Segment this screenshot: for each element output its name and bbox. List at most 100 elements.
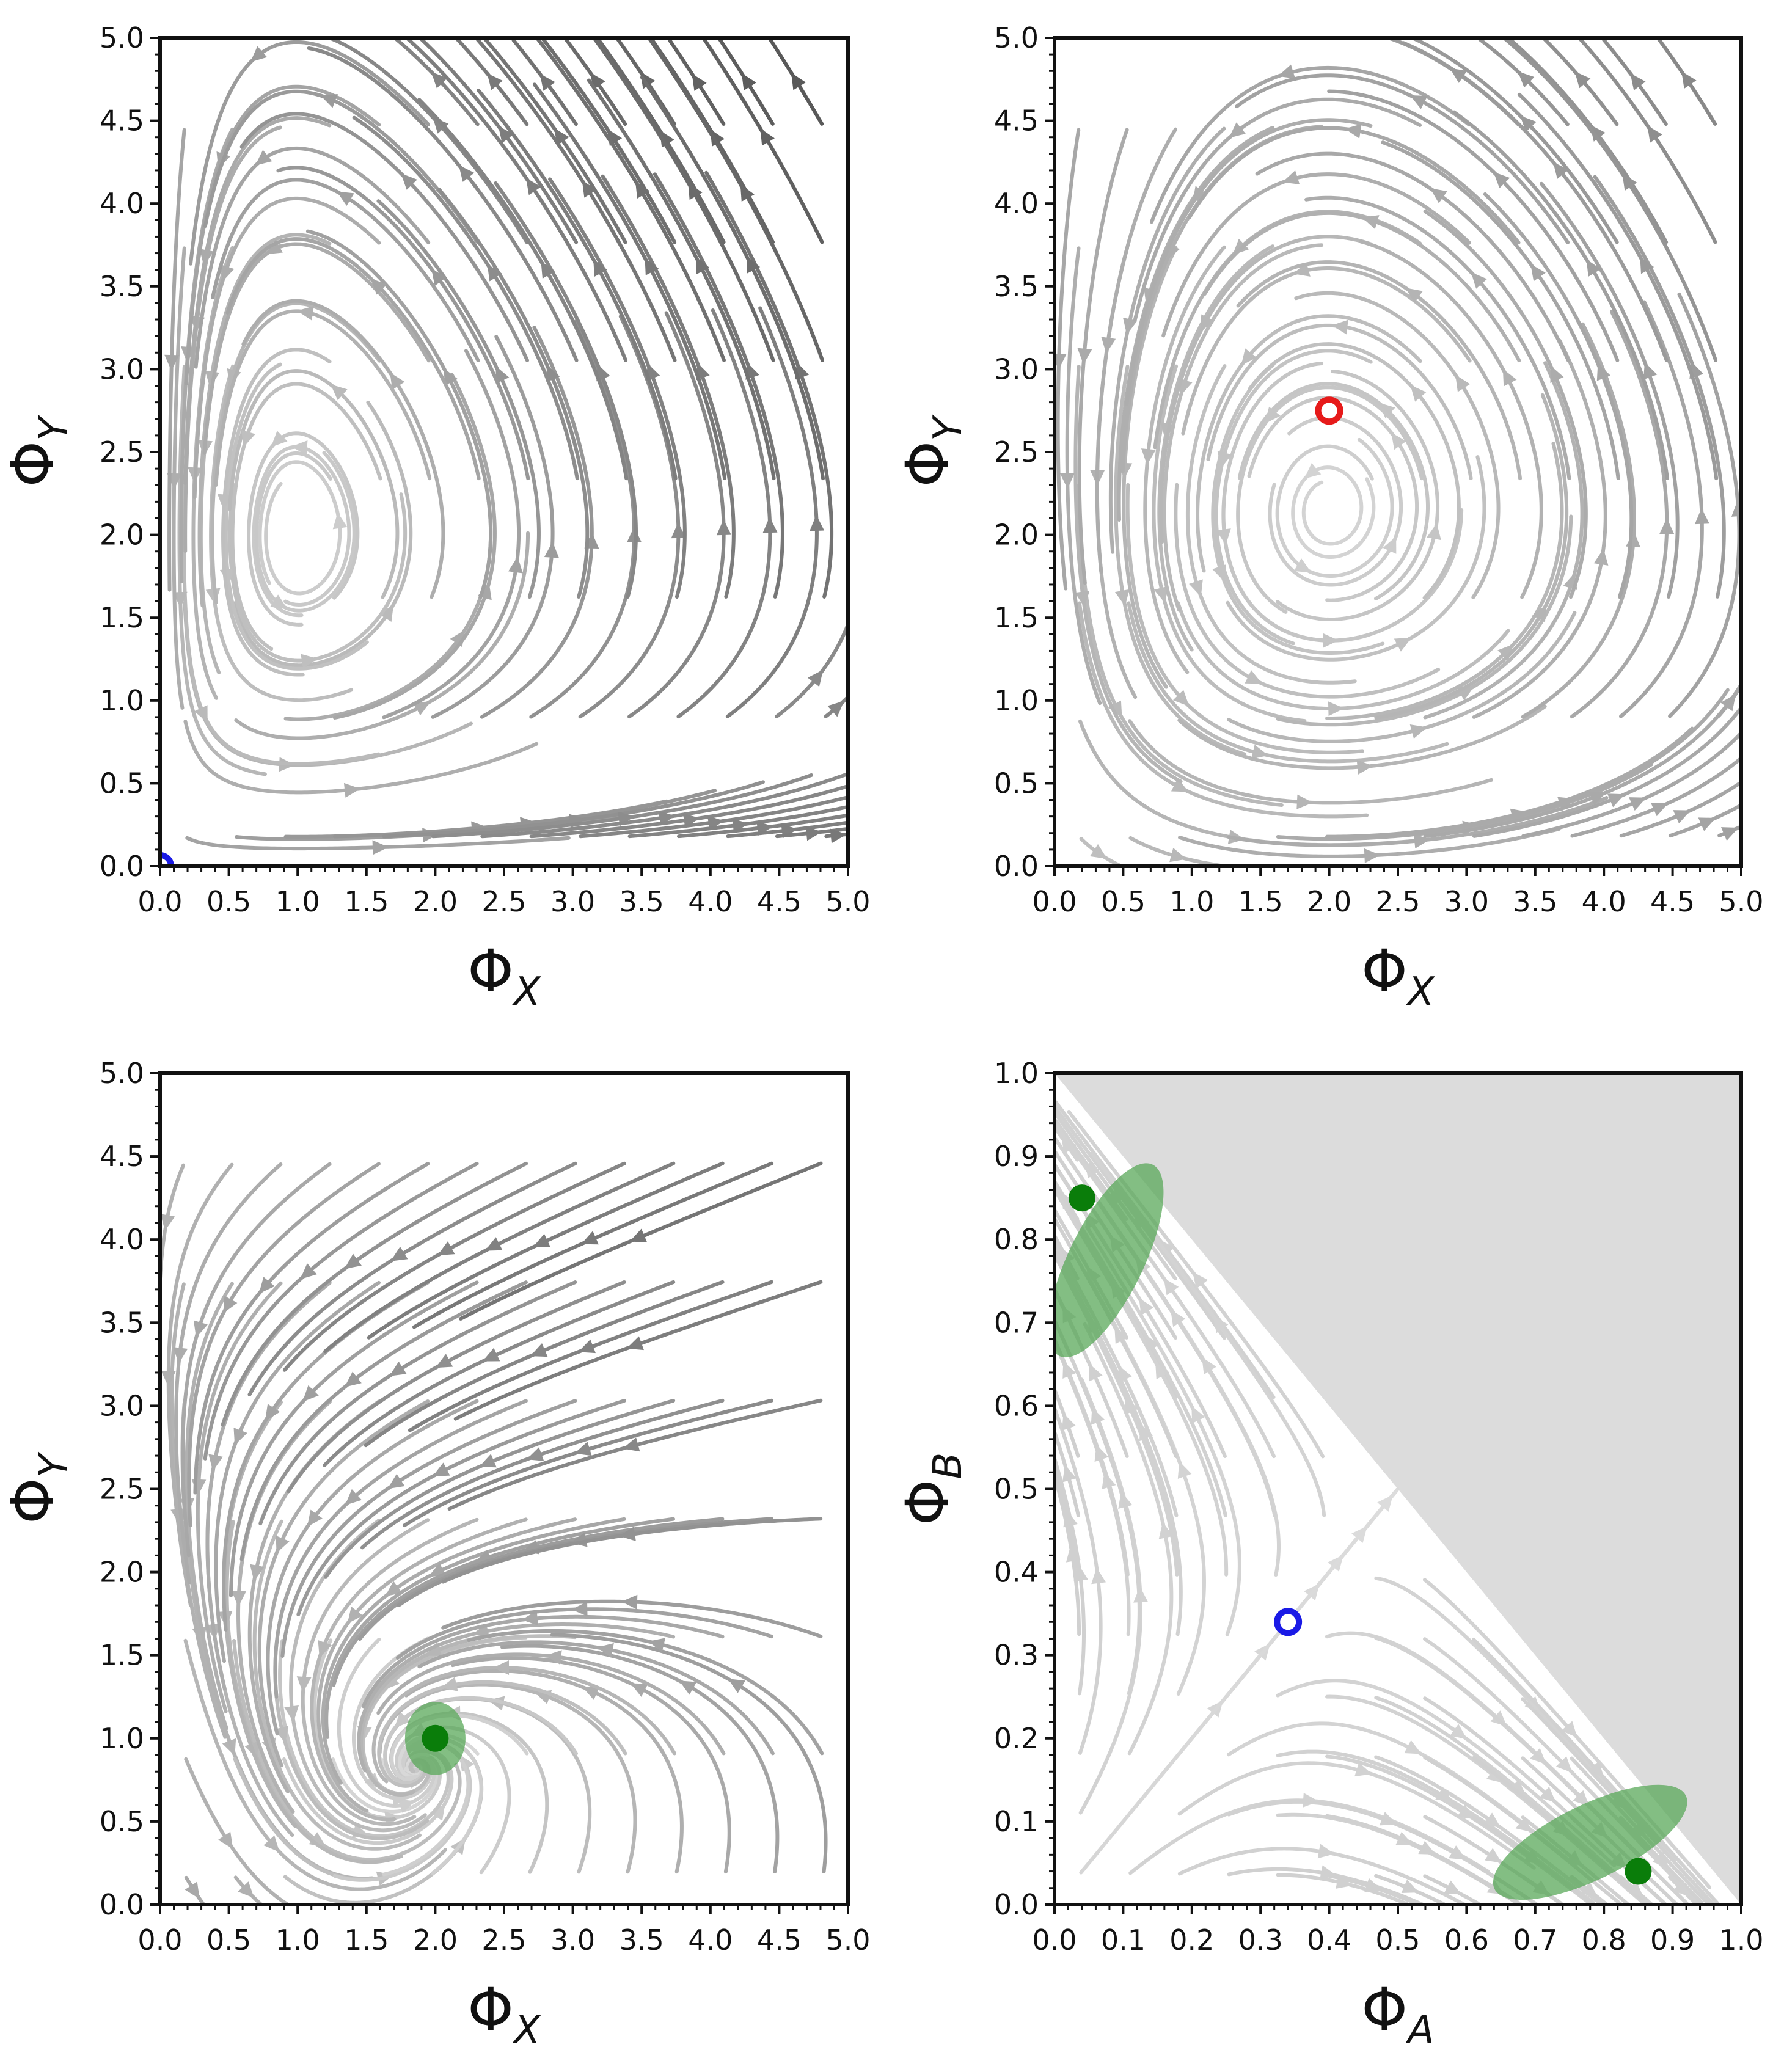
streamline — [241, 299, 445, 599]
stream-arrow — [1455, 374, 1471, 392]
y-tick-label: 1.5 — [100, 1639, 144, 1672]
stream-arrow — [1401, 1879, 1419, 1893]
y-tick-label: 3.0 — [100, 352, 144, 385]
stream-arrow — [302, 1385, 319, 1402]
stream-arrow — [1626, 1881, 1643, 1897]
stream-arrow — [296, 1676, 312, 1693]
stream-arrow — [1089, 844, 1108, 859]
y-tick-label: 3.5 — [100, 1306, 144, 1339]
stream-arrow — [631, 1683, 648, 1697]
x-tick-label: 5.0 — [825, 1924, 870, 1957]
stream-arrow — [1163, 1278, 1179, 1296]
streamline — [258, 460, 342, 596]
stream-arrow — [635, 181, 650, 199]
stable-fixed-point — [422, 1724, 449, 1752]
y-tick-label: 1.0 — [994, 684, 1039, 717]
stream-arrow — [597, 1643, 614, 1658]
stream-arrow — [1596, 363, 1611, 381]
stream-arrow — [379, 604, 394, 622]
y-tick-label: 0.0 — [994, 1888, 1039, 1921]
y-tick-label: 4.0 — [994, 187, 1039, 220]
x-tick-label: 1.5 — [344, 885, 389, 918]
stream-arrow — [185, 1881, 200, 1899]
stream-arrow — [716, 519, 731, 536]
stream-arrow — [199, 249, 214, 266]
stream-arrow — [1427, 523, 1441, 541]
y-tick-label: 0.8 — [994, 1223, 1039, 1256]
stream-arrow — [1471, 272, 1487, 289]
stream-arrow — [432, 117, 449, 134]
y-tick-label: 2.5 — [994, 436, 1039, 469]
plot-area — [1055, 38, 1741, 866]
y-tick-label: 4.5 — [994, 104, 1039, 137]
x-tick-label: 0.0 — [137, 885, 182, 918]
stream-arrow — [387, 1473, 405, 1489]
y-tick-label: 0.0 — [100, 1888, 144, 1921]
stream-arrow — [1114, 1326, 1129, 1344]
stream-arrow — [431, 268, 447, 286]
stream-arrow — [1091, 1567, 1106, 1585]
stream-arrow — [1588, 791, 1607, 806]
basin-region — [1055, 1163, 1164, 1358]
stream-arrow — [741, 73, 756, 91]
stream-arrow — [332, 512, 348, 530]
stream-arrow — [1508, 1779, 1526, 1795]
x-tick-label: 4.5 — [757, 1924, 802, 1957]
stream-arrow — [582, 1686, 600, 1700]
y-tick-label: 3.5 — [100, 270, 144, 303]
stream-arrow — [487, 73, 503, 90]
stable-fixed-point — [1625, 1858, 1652, 1885]
stream-arrow — [320, 94, 338, 108]
stream-arrow — [1062, 1413, 1076, 1431]
stream-arrow — [271, 431, 288, 448]
y-tick-label: 0.5 — [994, 767, 1039, 800]
stream-arrow — [1075, 590, 1090, 608]
stream-arrow — [160, 1214, 175, 1231]
stable-fixed-point — [1068, 1184, 1095, 1212]
x-tick-label: 1.0 — [1169, 885, 1214, 918]
stream-arrow — [435, 1354, 453, 1368]
stream-arrow — [172, 591, 188, 608]
stream-arrow — [623, 1437, 640, 1452]
stream-arrow — [1404, 1740, 1422, 1754]
stream-arrow — [1552, 162, 1569, 179]
stream-arrow — [307, 1509, 323, 1527]
stream-arrow — [1108, 700, 1122, 718]
x-tick-label: 1.0 — [276, 885, 320, 918]
stream-arrow — [1405, 288, 1423, 304]
stream-arrow — [238, 1881, 255, 1899]
stream-arrow — [1694, 508, 1709, 525]
stream-arrow — [1550, 365, 1564, 384]
y-tick-label: 3.5 — [994, 270, 1039, 303]
stream-arrow — [596, 363, 610, 382]
stream-arrow — [692, 73, 707, 91]
streamline — [1268, 415, 1403, 587]
y-tick-label: 0.5 — [100, 767, 144, 800]
stream-arrow — [498, 126, 514, 144]
streamline — [1202, 211, 1521, 363]
stream-arrow — [1189, 579, 1203, 597]
x-tick-label: 2.5 — [481, 1924, 526, 1957]
stream-arrow — [249, 1564, 265, 1581]
y-tick-label: 5.0 — [100, 1057, 144, 1090]
stream-arrow — [291, 440, 308, 455]
stream-arrow — [762, 517, 778, 533]
stream-arrow — [1155, 1362, 1169, 1380]
stream-arrow — [728, 1679, 745, 1693]
stream-arrow — [1251, 745, 1269, 759]
stream-arrow — [385, 1581, 403, 1597]
stream-arrow — [574, 1442, 592, 1456]
stream-arrow — [300, 1263, 317, 1280]
stream-arrow — [530, 1343, 548, 1357]
y-tick-label: 0.6 — [994, 1389, 1039, 1422]
stream-arrow — [545, 1650, 562, 1665]
stream-arrow — [347, 1607, 363, 1624]
x-tick-label: 0.3 — [1238, 1924, 1283, 1957]
stream-arrow — [1561, 1721, 1577, 1738]
y-tick-label: 0.4 — [994, 1556, 1039, 1589]
stream-arrow — [1172, 690, 1190, 707]
y-tick-label: 2.5 — [100, 1473, 144, 1506]
stream-arrow — [265, 1404, 280, 1421]
stream-arrow — [1586, 259, 1601, 277]
